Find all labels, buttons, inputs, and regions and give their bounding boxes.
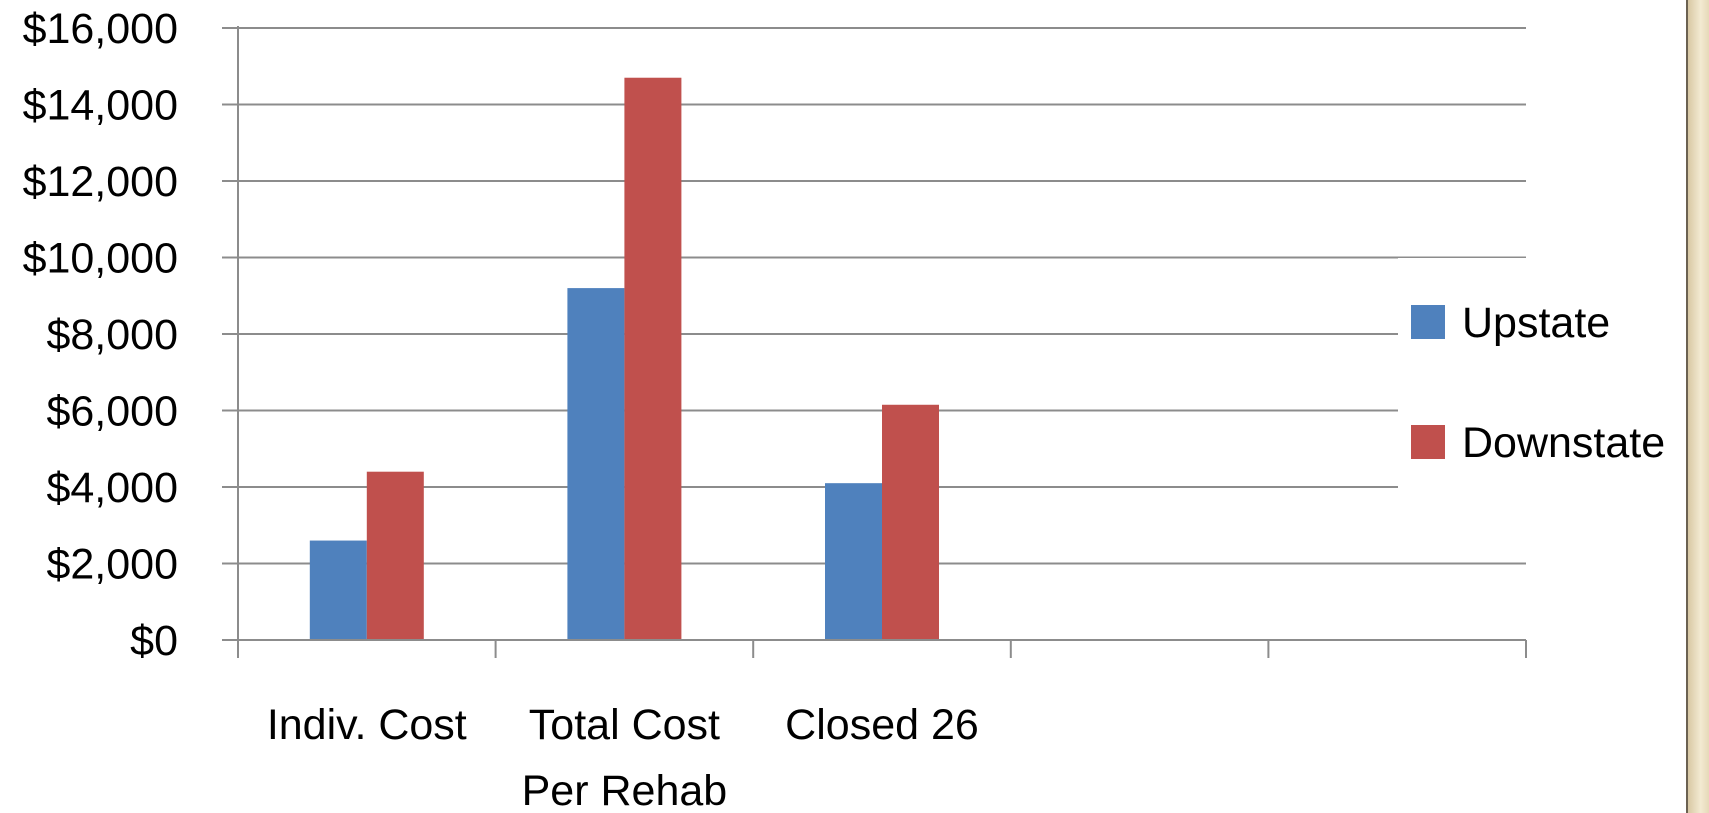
bar-downstate (366, 471, 424, 640)
x-tick-label: Per Rehab (522, 767, 728, 813)
y-tick-label: $0 (130, 617, 178, 665)
y-tick-label: $12,000 (23, 158, 178, 206)
bar-upstate (567, 288, 625, 640)
legend-label-upstate: Upstate (1462, 299, 1610, 347)
legend: Upstate Downstate (1398, 258, 1688, 488)
x-tick-label: Indiv. Cost (267, 701, 467, 749)
legend-swatch-upstate (1411, 305, 1445, 339)
gridlines (222, 27, 1526, 641)
y-tick-label: $4,000 (46, 464, 178, 512)
y-tick-label: $2,000 (46, 541, 178, 589)
slide-edge-line (1686, 0, 1688, 813)
x-axis-tick-labels: Indiv. Cost Total Cost Per Rehab Closed 26 (267, 701, 979, 813)
bar-upstate (825, 483, 882, 640)
y-tick-label: $14,000 (23, 82, 178, 130)
axes (237, 26, 1527, 658)
y-axis-tick-labels: $0 $2,000 $4,000 $6,000 $8,000 $10,000 $12,000… (23, 5, 178, 665)
y-tick-label: $10,000 (23, 235, 178, 283)
bar-downstate (882, 404, 939, 640)
y-tick-label: $8,000 (46, 311, 178, 359)
legend-swatch-downstate (1411, 425, 1445, 459)
x-tick-label: Closed 26 (785, 701, 979, 749)
slide-edge-border (1688, 0, 1709, 813)
legend-background (1398, 258, 1688, 488)
x-tick-label: Total Cost (529, 701, 720, 749)
legend-label-downstate: Downstate (1462, 419, 1665, 467)
bar-downstate (624, 77, 682, 641)
bar-upstate (309, 540, 367, 640)
bars (309, 77, 939, 641)
y-tick-label: $16,000 (23, 5, 178, 53)
y-tick-label: $6,000 (46, 388, 178, 436)
